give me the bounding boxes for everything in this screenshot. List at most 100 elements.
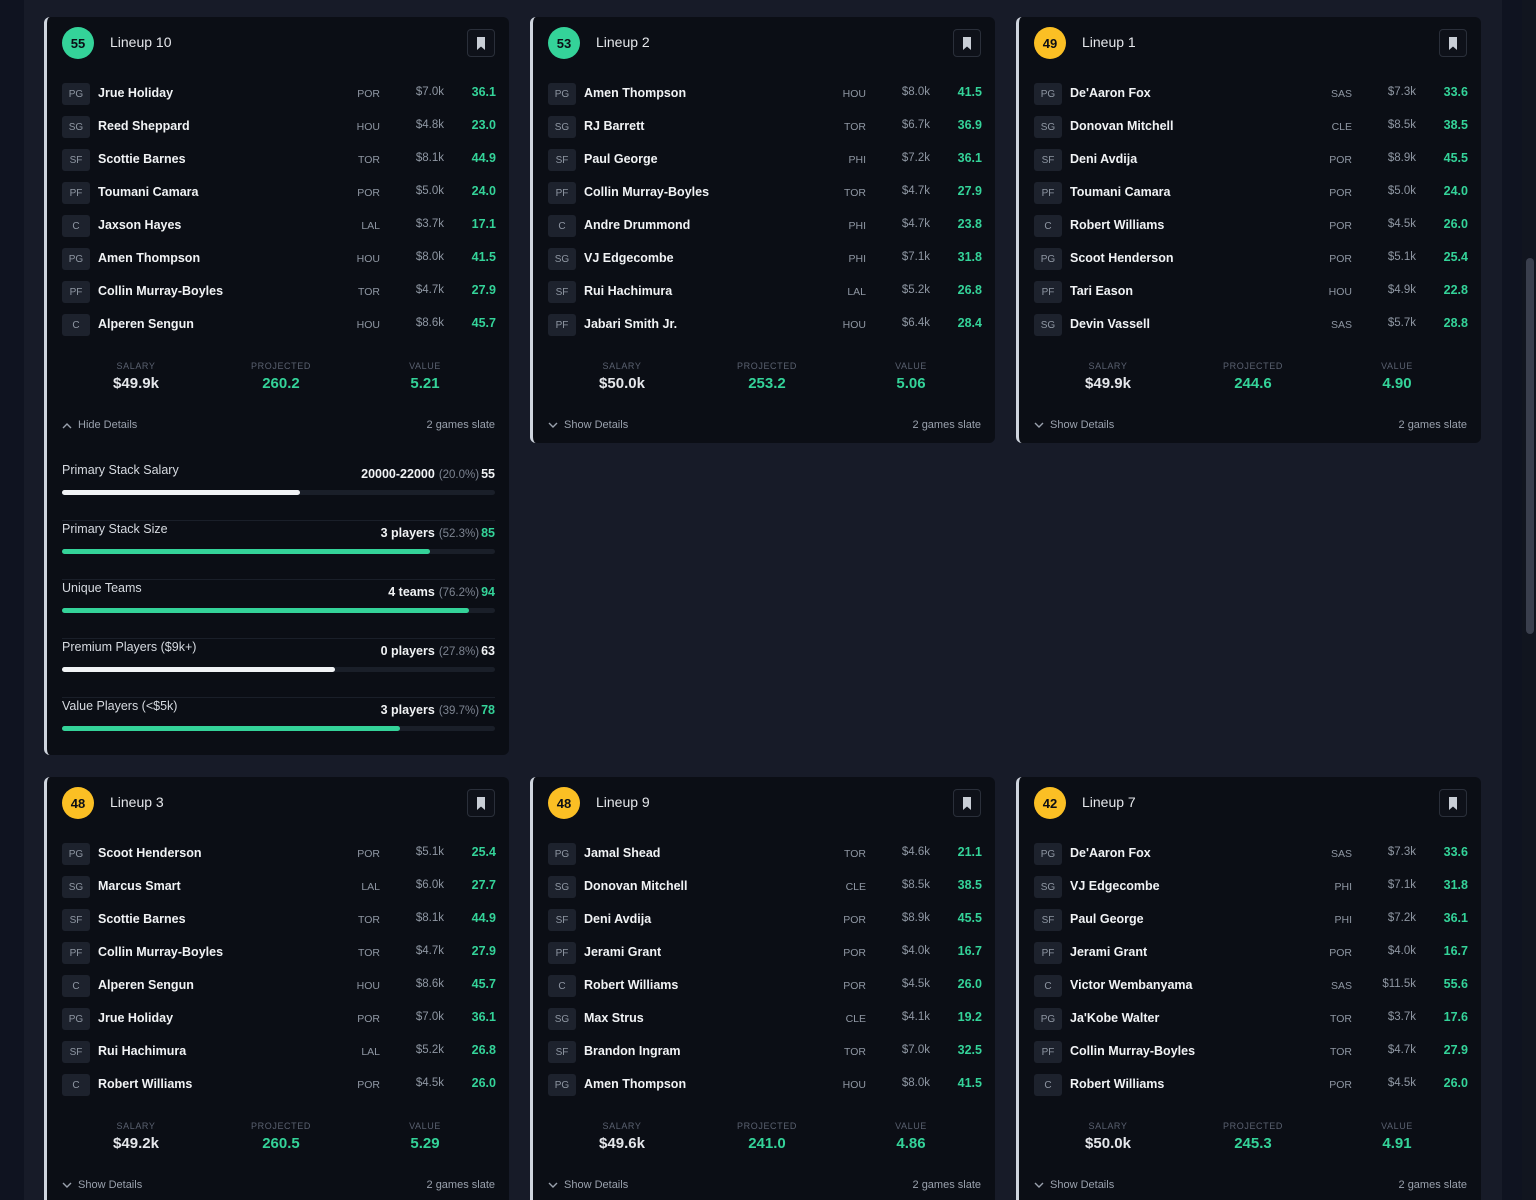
player-name[interactable]: Scottie Barnes: [98, 912, 186, 926]
player-row[interactable]: SG VJ Edgecombe PHI $7.1k 31.8: [1034, 875, 1468, 899]
player-row[interactable]: C Robert Williams POR $4.5k 26.0: [1034, 1073, 1468, 1097]
player-row[interactable]: PF Collin Murray-Boyles TOR $4.7k 27.9: [1034, 1040, 1468, 1064]
player-name[interactable]: Paul George: [584, 152, 658, 166]
player-name[interactable]: Jaxson Hayes: [98, 218, 182, 232]
player-name[interactable]: Marcus Smart: [98, 879, 181, 893]
player-row[interactable]: PG Scoot Henderson POR $5.1k 25.4: [62, 842, 496, 866]
player-name[interactable]: Tari Eason: [1070, 284, 1133, 298]
bookmark-button[interactable]: [467, 29, 495, 57]
player-row[interactable]: SF Scottie Barnes TOR $8.1k 44.9: [62, 148, 496, 172]
player-row[interactable]: PF Toumani Camara POR $5.0k 24.0: [62, 181, 496, 205]
player-row[interactable]: SF Paul George PHI $7.2k 36.1: [1034, 908, 1468, 932]
player-name[interactable]: Scottie Barnes: [98, 152, 186, 166]
player-row[interactable]: PF Jerami Grant POR $4.0k 16.7: [548, 941, 982, 965]
player-name[interactable]: Rui Hachimura: [584, 284, 673, 298]
player-name[interactable]: Collin Murray-Boyles: [1070, 1044, 1196, 1058]
player-row[interactable]: SG VJ Edgecombe PHI $7.1k 31.8: [548, 247, 982, 271]
player-name[interactable]: Robert Williams: [584, 978, 679, 992]
player-row[interactable]: PF Toumani Camara POR $5.0k 24.0: [1034, 181, 1468, 205]
player-row[interactable]: C Robert Williams POR $4.5k 26.0: [548, 974, 982, 998]
player-row[interactable]: SF Rui Hachimura LAL $5.2k 26.8: [548, 280, 982, 304]
player-row[interactable]: PF Collin Murray-Boyles TOR $4.7k 27.9: [62, 280, 496, 304]
player-name[interactable]: Collin Murray-Boyles: [584, 185, 710, 199]
player-name[interactable]: Amen Thompson: [584, 1077, 687, 1091]
player-row[interactable]: SG Marcus Smart LAL $6.0k 27.7: [62, 875, 496, 899]
player-name[interactable]: Jrue Holiday: [98, 86, 174, 100]
player-name[interactable]: Paul George: [1070, 912, 1144, 926]
player-name[interactable]: Devin Vassell: [1070, 317, 1150, 331]
bookmark-button[interactable]: [953, 29, 981, 57]
player-name[interactable]: Robert Williams: [98, 1077, 193, 1091]
player-name[interactable]: Reed Sheppard: [98, 119, 190, 133]
player-name[interactable]: De'Aaron Fox: [1070, 86, 1151, 100]
player-name[interactable]: Scoot Henderson: [1070, 251, 1174, 265]
player-name[interactable]: Jamal Shead: [584, 846, 661, 860]
player-name[interactable]: RJ Barrett: [584, 119, 645, 133]
player-name[interactable]: Toumani Camara: [98, 185, 199, 199]
player-row[interactable]: SF Rui Hachimura LAL $5.2k 26.8: [62, 1040, 496, 1064]
player-row[interactable]: PG Jrue Holiday POR $7.0k 36.1: [62, 1007, 496, 1031]
player-row[interactable]: SF Brandon Ingram TOR $7.0k 32.5: [548, 1040, 982, 1064]
details-toggle[interactable]: Show Details: [1034, 1179, 1114, 1191]
bookmark-button[interactable]: [1439, 29, 1467, 57]
player-row[interactable]: C Andre Drummond PHI $4.7k 23.8: [548, 214, 982, 238]
details-toggle[interactable]: Show Details: [548, 1179, 628, 1191]
scrollbar-thumb[interactable]: [1526, 258, 1534, 634]
player-name[interactable]: Donovan Mitchell: [584, 879, 688, 893]
player-row[interactable]: SG Donovan Mitchell CLE $8.5k 38.5: [1034, 115, 1468, 139]
player-row[interactable]: C Robert Williams POR $4.5k 26.0: [1034, 214, 1468, 238]
player-row[interactable]: PG De'Aaron Fox SAS $7.3k 33.6: [1034, 842, 1468, 866]
player-row[interactable]: SG RJ Barrett TOR $6.7k 36.9: [548, 115, 982, 139]
details-toggle[interactable]: Show Details: [548, 419, 628, 431]
player-row[interactable]: SG Max Strus CLE $4.1k 19.2: [548, 1007, 982, 1031]
player-name[interactable]: VJ Edgecombe: [1070, 879, 1160, 893]
bookmark-button[interactable]: [953, 789, 981, 817]
player-row[interactable]: PF Tari Eason HOU $4.9k 22.8: [1034, 280, 1468, 304]
player-row[interactable]: PG Scoot Henderson POR $5.1k 25.4: [1034, 247, 1468, 271]
player-row[interactable]: C Robert Williams POR $4.5k 26.0: [62, 1073, 496, 1097]
player-name[interactable]: Collin Murray-Boyles: [98, 284, 224, 298]
player-row[interactable]: PF Collin Murray-Boyles TOR $4.7k 27.9: [62, 941, 496, 965]
player-name[interactable]: Ja'Kobe Walter: [1070, 1011, 1160, 1025]
player-row[interactable]: SF Paul George PHI $7.2k 36.1: [548, 148, 982, 172]
player-name[interactable]: Victor Wembanyama: [1070, 978, 1193, 992]
player-name[interactable]: Andre Drummond: [584, 218, 691, 232]
details-toggle[interactable]: Hide Details: [62, 419, 137, 431]
player-row[interactable]: PG Ja'Kobe Walter TOR $3.7k 17.6: [1034, 1007, 1468, 1031]
player-name[interactable]: Alperen Sengun: [98, 317, 194, 331]
player-name[interactable]: Jerami Grant: [584, 945, 662, 959]
player-name[interactable]: Donovan Mitchell: [1070, 119, 1174, 133]
player-name[interactable]: Brandon Ingram: [584, 1044, 681, 1058]
player-row[interactable]: SF Deni Avdija POR $8.9k 45.5: [548, 908, 982, 932]
player-name[interactable]: VJ Edgecombe: [584, 251, 674, 265]
player-name[interactable]: De'Aaron Fox: [1070, 846, 1151, 860]
player-name[interactable]: Toumani Camara: [1070, 185, 1171, 199]
player-row[interactable]: PG Amen Thompson HOU $8.0k 41.5: [548, 82, 982, 106]
player-row[interactable]: SG Donovan Mitchell CLE $8.5k 38.5: [548, 875, 982, 899]
player-name[interactable]: Jrue Holiday: [98, 1011, 174, 1025]
player-name[interactable]: Jerami Grant: [1070, 945, 1148, 959]
player-name[interactable]: Robert Williams: [1070, 218, 1165, 232]
player-row[interactable]: SG Reed Sheppard HOU $4.8k 23.0: [62, 115, 496, 139]
player-name[interactable]: Amen Thompson: [584, 86, 687, 100]
player-row[interactable]: PF Collin Murray-Boyles TOR $4.7k 27.9: [548, 181, 982, 205]
player-row[interactable]: SF Scottie Barnes TOR $8.1k 44.9: [62, 908, 496, 932]
bookmark-button[interactable]: [1439, 789, 1467, 817]
player-row[interactable]: PG Amen Thompson HOU $8.0k 41.5: [548, 1073, 982, 1097]
details-toggle[interactable]: Show Details: [1034, 419, 1114, 431]
player-name[interactable]: Deni Avdija: [584, 912, 652, 926]
player-row[interactable]: C Victor Wembanyama SAS $11.5k 55.6: [1034, 974, 1468, 998]
player-row[interactable]: SF Deni Avdija POR $8.9k 45.5: [1034, 148, 1468, 172]
player-row[interactable]: SG Devin Vassell SAS $5.7k 28.8: [1034, 313, 1468, 337]
player-name[interactable]: Scoot Henderson: [98, 846, 202, 860]
player-name[interactable]: Rui Hachimura: [98, 1044, 187, 1058]
player-row[interactable]: PG Jrue Holiday POR $7.0k 36.1: [62, 82, 496, 106]
player-name[interactable]: Jabari Smith Jr.: [584, 317, 678, 331]
details-toggle[interactable]: Show Details: [62, 1179, 142, 1191]
bookmark-button[interactable]: [467, 789, 495, 817]
player-row[interactable]: PG Amen Thompson HOU $8.0k 41.5: [62, 247, 496, 271]
player-row[interactable]: C Alperen Sengun HOU $8.6k 45.7: [62, 313, 496, 337]
player-row[interactable]: PF Jabari Smith Jr. HOU $6.4k 28.4: [548, 313, 982, 337]
player-name[interactable]: Amen Thompson: [98, 251, 201, 265]
player-name[interactable]: Robert Williams: [1070, 1077, 1165, 1091]
